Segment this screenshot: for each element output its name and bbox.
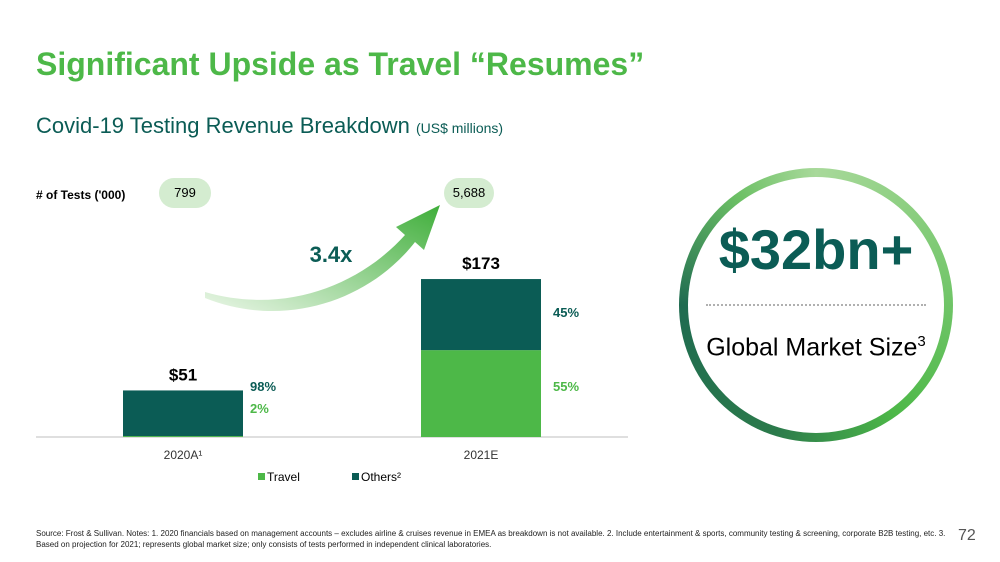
legend-swatch-1 (352, 473, 359, 480)
bar-total-label-1: $173 (462, 254, 500, 273)
bar-travel-0 (123, 436, 243, 437)
page-number: 72 (958, 527, 976, 544)
page-title: Significant Upside as Travel “Resumes” (36, 46, 645, 82)
legend-swatch-0 (258, 473, 265, 480)
legend-label-0: Travel (267, 470, 300, 484)
chart-title-text: Covid-19 Testing Revenue Breakdown (36, 113, 410, 138)
legend-label-1: Others² (361, 470, 401, 484)
share-label-others-1: 45% (553, 305, 579, 320)
growth-label: 3.4x (310, 242, 354, 267)
x-tick-label-0: 2020A¹ (164, 448, 203, 462)
share-label-travel-0: 2% (250, 401, 269, 416)
tests-pill-2020: 799 (159, 178, 211, 208)
x-tick-label-1: 2021E (464, 448, 499, 462)
bar-travel-1 (421, 350, 541, 437)
bar-total-label-0: $51 (169, 365, 197, 384)
market-size-label: Global Market Size3 (688, 327, 944, 362)
market-size-label-sup: 3 (917, 333, 926, 350)
market-size-badge: $32bn+ Global Market Size3 (679, 168, 953, 442)
market-size-value: $32bn+ (718, 218, 914, 281)
market-divider (706, 304, 926, 306)
market-size-label-text: Global Market Size (706, 333, 918, 362)
growth-arrow (205, 205, 440, 312)
share-label-travel-1: 55% (553, 379, 579, 394)
legend: Travel Others² (258, 470, 401, 484)
chart-title-units: (US$ millions) (415, 120, 504, 136)
market-size-inner: $32bn+ Global Market Size3 (688, 177, 944, 433)
footnote: Source: Frost & Sullivan. Notes: 1. 2020… (36, 529, 946, 549)
share-label-others-0: 98% (250, 379, 276, 394)
chart-title: Covid-19 Testing Revenue Breakdown (US$ … (36, 114, 516, 140)
bars-layer: $51 2020A¹ $173 2021E 2% 55% 98% 45% (123, 254, 579, 462)
bar-others-0 (123, 390, 243, 437)
bar-others-1 (421, 279, 541, 351)
tests-pill-2021: 5,688 (444, 178, 494, 208)
tests-label: # of Tests ('000) (36, 188, 126, 202)
revenue-chart: 3.4x $51 2020A¹ $173 2021E 2% 55% 98% 45% Trave… (36, 205, 628, 484)
